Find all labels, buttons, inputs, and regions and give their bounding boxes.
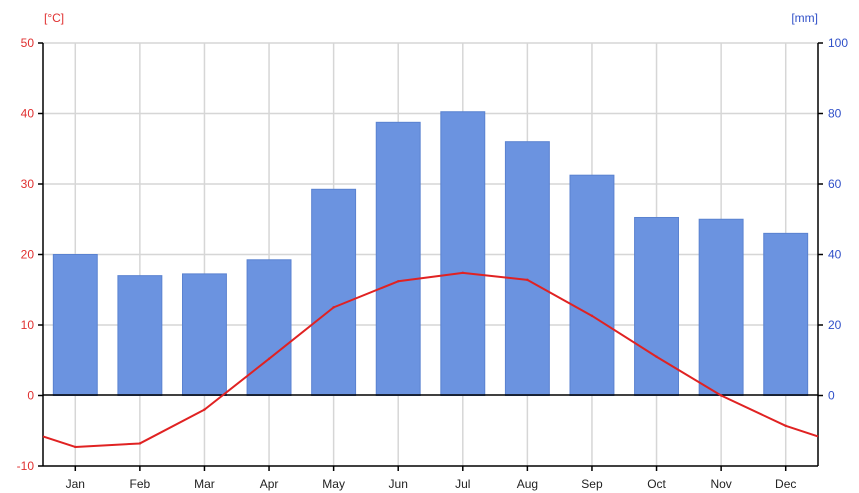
right-tick-label: 100 [828, 36, 848, 50]
precipitation-bar [504, 141, 550, 396]
precipitation-bar [569, 174, 615, 396]
x-tick-label: Apr [260, 477, 279, 491]
precipitation-bar [763, 232, 809, 396]
right-tick-label: 80 [828, 107, 842, 121]
x-tick-label: May [322, 477, 345, 491]
right-axis-unit: [mm] [791, 11, 818, 25]
left-tick-label: 40 [21, 107, 35, 121]
axes [38, 42, 823, 471]
right-tick-label: 0 [828, 389, 835, 403]
x-tick-label: Feb [130, 477, 151, 491]
left-tick-label: 20 [21, 248, 35, 262]
temperature-line-path [42, 271, 819, 448]
precipitation-bar [52, 254, 98, 396]
x-tick-label: Sep [581, 477, 603, 491]
temperature-point [203, 408, 206, 411]
left-tick-label: 50 [21, 36, 35, 50]
precipitation-bar [182, 273, 227, 397]
temperature-point [461, 271, 464, 275]
precipitation-bar [698, 218, 744, 396]
precipitation-bar [117, 275, 163, 396]
precipitation-bar [634, 216, 679, 396]
left-tick-label: 0 [27, 389, 34, 403]
temperature-line [42, 271, 819, 449]
left-tick-label: -10 [17, 459, 35, 473]
left-axis-unit: [°C] [44, 11, 64, 25]
temperature-point [138, 442, 142, 445]
temperature-point [784, 424, 787, 428]
precipitation-bar [440, 111, 486, 397]
right-tick-label: 40 [828, 248, 842, 262]
x-tick-label: Jul [455, 477, 470, 491]
temperature-point [719, 394, 723, 397]
left-tick-label: 10 [21, 318, 35, 332]
precipitation-bar [246, 259, 292, 396]
x-tick-label: Aug [517, 477, 538, 491]
x-tick-label: Dec [775, 477, 796, 491]
temperature-point [267, 357, 271, 361]
x-tick-label: Nov [710, 477, 731, 491]
x-tick-label: Oct [647, 477, 666, 491]
left-tick-label: 30 [21, 177, 35, 191]
x-tick-label: Jun [389, 477, 408, 491]
x-tick-label: Jan [66, 477, 85, 491]
precipitation-bar [311, 188, 357, 396]
right-tick-label: 60 [828, 177, 842, 191]
temperature-point [332, 306, 335, 309]
temperature-point [74, 445, 77, 449]
temperature-point [526, 278, 529, 282]
temperature-point [655, 355, 658, 358]
temperature-point [590, 314, 594, 318]
precipitation-bar [375, 121, 421, 396]
right-tick-label: 20 [828, 318, 842, 332]
temperature-point [397, 280, 400, 283]
x-tick-label: Mar [194, 477, 215, 491]
precipitation-bars [52, 111, 809, 397]
